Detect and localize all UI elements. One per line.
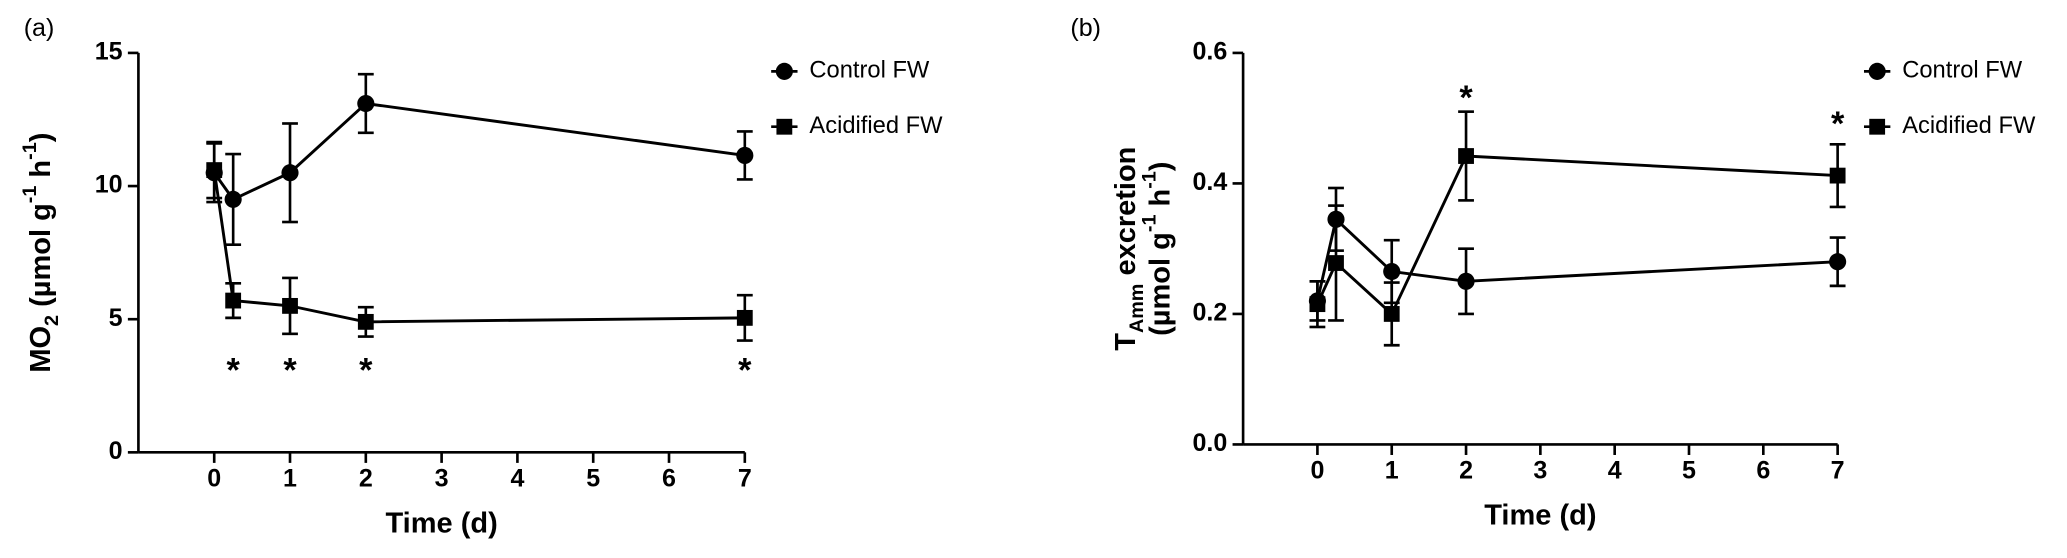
y-axis-title-part: h [25, 160, 57, 186]
marker [1309, 296, 1326, 313]
marker [1457, 272, 1475, 290]
y-axis-title: MO2 (µmol g-1 h-1) [19, 133, 63, 373]
marker [1458, 148, 1474, 164]
significance-mark: * [1831, 105, 1845, 143]
x-tick-label: 5 [1682, 457, 1696, 485]
marker [775, 62, 793, 80]
y-axis-title-part: Amm [1126, 284, 1148, 333]
y-axis-title-part: -1 [1139, 215, 1161, 233]
marker [1829, 253, 1847, 271]
y-tick-label: 5 [109, 304, 123, 332]
marker [736, 146, 754, 165]
y-axis-title-part: ) [25, 133, 57, 143]
x-tick-label: 6 [1756, 457, 1770, 485]
x-tick-label: 1 [1385, 457, 1399, 485]
legend-label: Control FW [1902, 58, 2023, 84]
x-tick-label: 7 [1831, 457, 1845, 485]
x-tick-label: 1 [283, 465, 297, 493]
series-line [1316, 154, 1838, 317]
y-tick-label: 0.0 [1192, 429, 1227, 457]
x-axis-title: Time (d) [1484, 500, 1596, 532]
significance-mark: * [738, 351, 752, 389]
y-tick-label: 0.2 [1192, 299, 1227, 327]
marker [206, 162, 223, 178]
x-tick-label: 4 [1608, 457, 1622, 485]
y-axis-title: (µmol g-1 h-1) [1139, 162, 1176, 336]
series-line [213, 101, 746, 202]
significance-mark: * [359, 351, 373, 389]
marker [281, 164, 299, 182]
y-tick-label: 0.4 [1192, 168, 1227, 196]
x-tick-label: 3 [1533, 457, 1547, 485]
legend-label: Acidified FW [809, 113, 943, 139]
marker [1829, 167, 1846, 184]
y-tick-label: 0.6 [1192, 38, 1227, 66]
significance-mark: * [226, 351, 240, 389]
marker [776, 118, 793, 135]
panel: (b) 0.0 0.2 0.4 0.6 0 1 2 3 4 5 6 7 Time (d) TAmm excr… [1070, 14, 2036, 532]
y-axis-title-part: (µmol g [1144, 232, 1176, 336]
marker [1328, 255, 1344, 271]
y-axis-title-part: h [1144, 189, 1176, 215]
significance-mark: * [1459, 79, 1473, 117]
marker [1868, 62, 1886, 80]
x-tick-label: 4 [510, 465, 524, 493]
x-tick-label: 2 [359, 465, 373, 493]
y-tick-label: 10 [95, 171, 123, 199]
y-tick-label: 0 [109, 437, 123, 465]
marker [1383, 262, 1401, 281]
marker [357, 94, 375, 113]
series-line [1316, 216, 1838, 302]
legend-label: Control FW [809, 58, 930, 84]
x-tick-label: 6 [662, 465, 676, 493]
y-axis-title-part: ) [1144, 162, 1176, 172]
y-axis-title-part: -1 [19, 186, 41, 204]
marker [736, 309, 753, 326]
y-axis-title-part: MO [25, 326, 57, 373]
panel-label: (b) [1070, 14, 1101, 42]
y-axis-title-part: (µmol g [25, 203, 57, 315]
marker [1869, 118, 1886, 135]
y-axis-title-part: 2 [41, 315, 63, 326]
legend-label: Acidified FW [1902, 113, 2036, 139]
x-tick-label: 7 [738, 465, 752, 493]
y-tick-label: 15 [95, 38, 123, 66]
y-axis-title: TAmm excretion [1110, 147, 1149, 351]
y-axis-title-part: excretion [1110, 147, 1142, 284]
y-axis-title-part: -1 [1139, 171, 1161, 189]
x-tick-label: 2 [1459, 457, 1473, 485]
x-tick-label: 5 [586, 465, 600, 493]
y-axis-title-part: T [1110, 333, 1142, 351]
x-tick-label: 0 [1310, 457, 1324, 485]
marker [1383, 306, 1400, 322]
marker [282, 297, 298, 314]
significance-mark: * [283, 351, 297, 389]
y-axis-title-part: -1 [19, 142, 41, 160]
x-axis-title: Time (d) [385, 508, 497, 540]
marker [224, 190, 242, 208]
x-tick-label: 3 [435, 465, 449, 493]
panel-label: (a) [24, 14, 55, 42]
x-tick-label: 0 [207, 465, 221, 493]
marker [225, 292, 242, 309]
marker [357, 313, 374, 330]
